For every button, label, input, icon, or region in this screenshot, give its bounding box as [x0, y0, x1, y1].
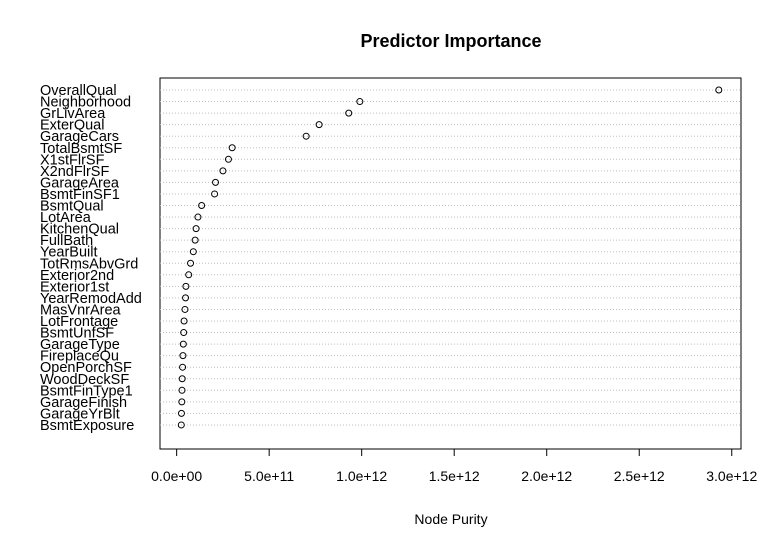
data-point — [179, 363, 187, 371]
category-label: LotArea — [40, 210, 92, 226]
x-axis-label: Node Purity — [414, 511, 487, 527]
category-label: X2ndFlrSF — [40, 164, 109, 180]
category-label: Exterior2nd — [40, 268, 114, 284]
data-point — [181, 305, 189, 313]
category-label: GrLivArea — [40, 106, 106, 122]
data-point — [191, 236, 199, 244]
category-label: GarageType — [40, 337, 120, 353]
data-point — [198, 202, 206, 209]
data-point — [302, 132, 310, 140]
category-label: YearRemodAdd — [40, 291, 142, 307]
category-label: FullBath — [40, 233, 93, 249]
category-label: OverallQual — [40, 83, 117, 99]
category-label: KitchenQual — [40, 222, 119, 238]
data-point — [211, 190, 219, 198]
category-label: GarageCars — [40, 129, 119, 145]
category-labels: OverallQualNeighborhoodGrLivAreaExterQua… — [40, 83, 142, 434]
data-point — [715, 86, 723, 94]
category-label: BsmtExposure — [40, 418, 134, 434]
category-label: BsmtUnfSF — [40, 326, 114, 342]
data-point — [182, 294, 190, 302]
category-label: OpenPorchSF — [40, 360, 132, 376]
category-label: TotalBsmtSF — [40, 141, 122, 157]
category-label: Exterior1st — [40, 279, 109, 295]
x-tick-label: 1.0e+12 — [336, 468, 387, 484]
data-point — [178, 398, 186, 406]
data-point — [212, 178, 220, 186]
x-axis: 0.0e+00 5.0e+11 1.0e+12 1.5e+12 2.0e+12 2.5e+… — [151, 448, 757, 484]
data-points — [177, 86, 723, 429]
category-label: GarageFinish — [40, 395, 127, 411]
category-label: BsmtFinType1 — [40, 383, 133, 399]
x-tick-label: 2.5e+12 — [614, 468, 665, 484]
data-point — [228, 144, 236, 152]
category-label: GarageArea — [40, 175, 120, 191]
category-label: BsmtFinSF1 — [40, 187, 120, 203]
data-point — [224, 155, 232, 163]
data-point — [194, 213, 202, 221]
data-point — [187, 259, 195, 267]
data-point — [177, 409, 185, 417]
data-point — [189, 248, 197, 256]
category-label: Neighborhood — [40, 95, 131, 111]
category-label: LotFrontage — [40, 314, 118, 330]
category-label: ExterQual — [40, 118, 104, 134]
category-label: FireplaceQu — [40, 349, 119, 365]
x-tick-label: 3.0e+12 — [706, 468, 757, 484]
x-tick-label: 2.0e+12 — [521, 468, 572, 484]
category-label: YearBuilt — [40, 245, 98, 261]
x-tick-label: 1.5e+12 — [429, 468, 480, 484]
data-point — [356, 98, 364, 106]
data-point — [185, 271, 193, 279]
data-point — [180, 329, 188, 337]
category-label: BsmtQual — [40, 199, 104, 215]
data-point — [178, 375, 186, 383]
category-label: X1stFlrSF — [40, 152, 105, 168]
category-label: TotRmsAbvGrd — [40, 256, 138, 272]
data-point — [178, 386, 186, 394]
data-point — [179, 352, 187, 360]
data-point — [345, 109, 353, 117]
category-label: MasVnrArea — [40, 302, 122, 318]
x-tick-label: 0.0e+00 — [151, 468, 202, 484]
data-point — [179, 340, 187, 348]
category-label: WoodDeckSF — [40, 372, 129, 388]
x-tick-label: 5.0e+11 — [244, 468, 294, 484]
grid-lines — [160, 89, 741, 426]
data-point — [180, 317, 188, 325]
data-point — [182, 282, 190, 290]
category-label: GarageYrBlt — [40, 406, 120, 422]
data-point — [315, 121, 323, 129]
data-point — [219, 167, 227, 175]
data-point — [177, 421, 185, 429]
chart-title: Predictor Importance — [360, 31, 541, 51]
data-point — [192, 225, 200, 233]
